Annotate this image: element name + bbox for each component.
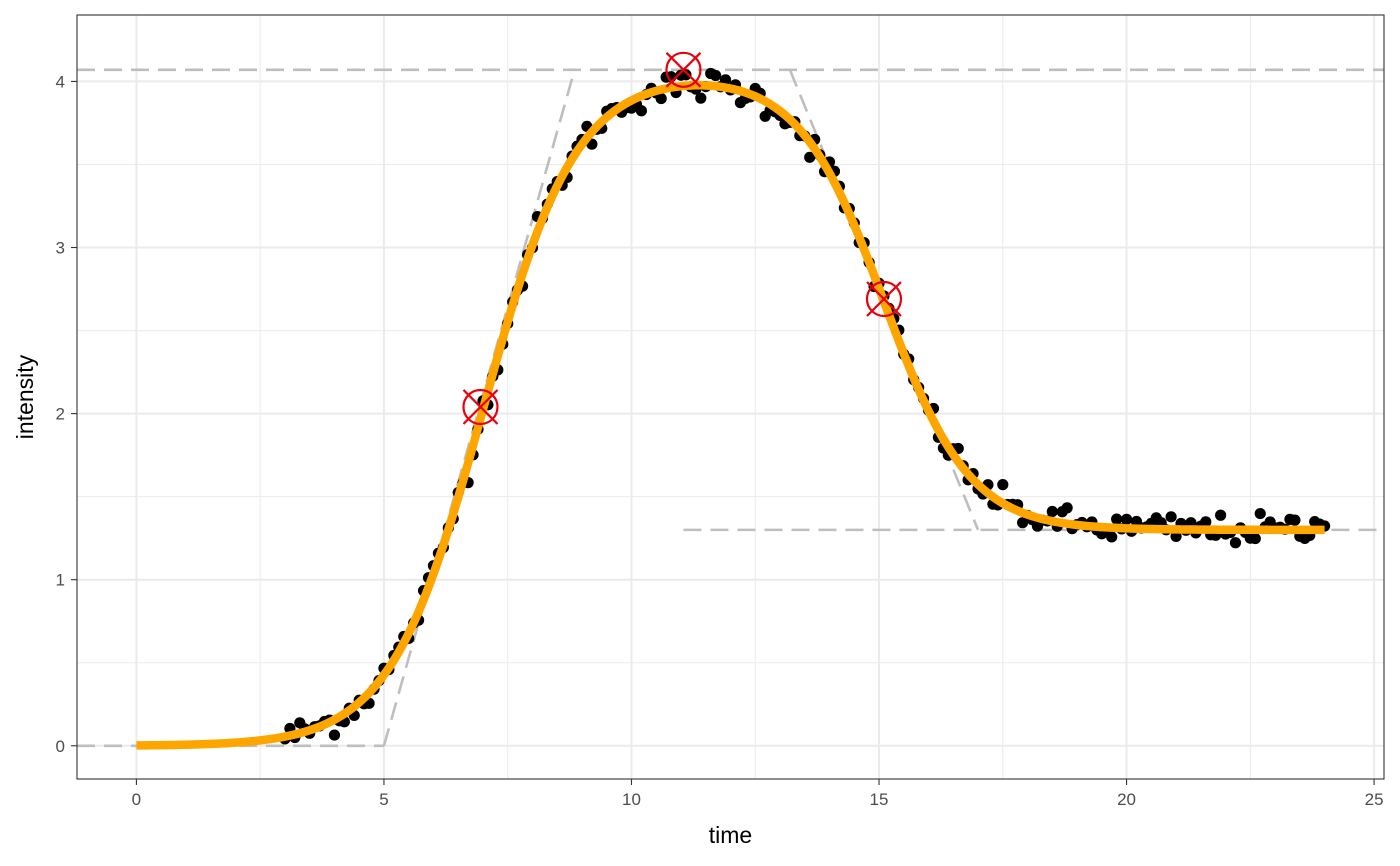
key-point-marker bbox=[865, 280, 903, 318]
data-point bbox=[1120, 513, 1133, 525]
data-point bbox=[1249, 532, 1261, 545]
data-point bbox=[710, 69, 722, 82]
key-point-markers bbox=[462, 51, 903, 426]
data-point bbox=[1046, 505, 1058, 518]
x-tick-label: 0 bbox=[132, 790, 141, 809]
data-point bbox=[1165, 511, 1177, 523]
data-point bbox=[1200, 516, 1212, 528]
marker-circle bbox=[665, 51, 702, 88]
x-tick-label: 10 bbox=[622, 790, 641, 809]
data-point bbox=[328, 729, 341, 741]
data-point bbox=[1229, 537, 1242, 549]
data-point bbox=[997, 479, 1009, 491]
data-point bbox=[655, 92, 667, 105]
data-point bbox=[1106, 531, 1118, 543]
data-point bbox=[804, 151, 816, 163]
x-tick-label: 20 bbox=[1117, 790, 1136, 809]
y-tick-label: 3 bbox=[56, 239, 65, 258]
y-tick-label: 0 bbox=[56, 737, 65, 756]
axis-ticks: 0 5 10 15 20 25 0 1 2 3 4 bbox=[56, 72, 1384, 809]
marker-circle bbox=[865, 280, 903, 318]
panel-border bbox=[76, 14, 1385, 780]
key-point-marker bbox=[665, 51, 702, 88]
marker-circle bbox=[462, 388, 499, 426]
data-point bbox=[1254, 507, 1266, 520]
key-point-marker bbox=[462, 388, 499, 426]
y-tick-label: 1 bbox=[56, 571, 65, 590]
x-tick-label: 15 bbox=[870, 790, 889, 809]
data-point bbox=[1061, 502, 1073, 514]
data-point bbox=[1215, 509, 1227, 521]
marker-cross-line bbox=[462, 389, 499, 425]
fitted-curve bbox=[134, 81, 1327, 750]
x-tick-label: 5 bbox=[379, 790, 388, 809]
y-axis-title: intensity bbox=[12, 354, 38, 439]
data-point bbox=[635, 105, 647, 117]
x-axis-title: time bbox=[709, 822, 752, 848]
marker-cross-line bbox=[866, 281, 902, 317]
data-point bbox=[1289, 514, 1301, 526]
y-tick-label: 4 bbox=[56, 72, 65, 91]
data-point bbox=[1111, 513, 1123, 525]
data-point bbox=[719, 74, 732, 86]
data-point bbox=[680, 69, 692, 81]
x-tick-label: 25 bbox=[1365, 790, 1384, 809]
y-tick-label: 2 bbox=[56, 405, 65, 424]
fitted-line bbox=[134, 81, 1327, 750]
data-point bbox=[695, 92, 707, 104]
marker-cross-line bbox=[665, 52, 702, 88]
